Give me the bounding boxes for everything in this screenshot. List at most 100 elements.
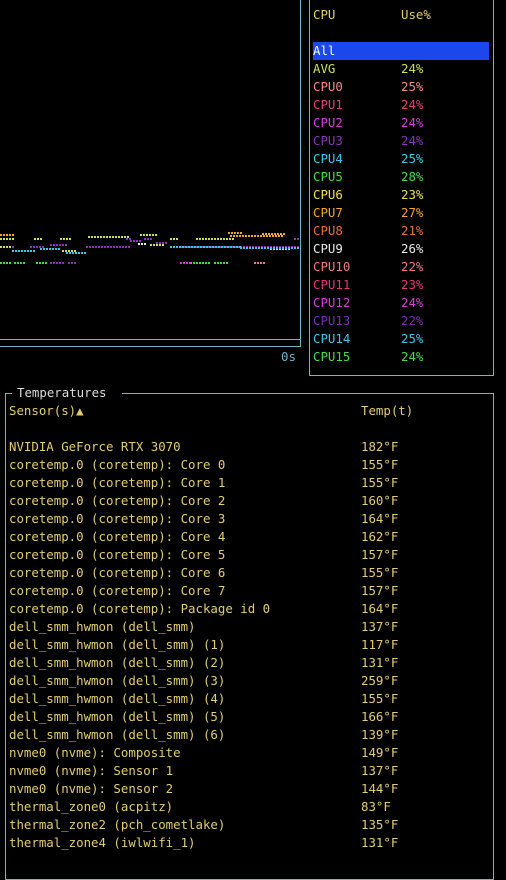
sensor-name: coretemp.0 (coretemp): Core 7 — [9, 583, 226, 598]
cpu-row[interactable]: CPU10 22% — [313, 258, 489, 276]
cpu-row[interactable]: CPU0 25% — [313, 78, 489, 96]
sensor-row[interactable]: coretemp.0 (coretemp): Core 2 160°F — [9, 492, 489, 510]
sensor-name: coretemp.0 (coretemp): Core 3 — [9, 511, 226, 526]
cpu-row[interactable]: CPU2 24% — [313, 114, 489, 132]
cpu-use-percent: 22% — [401, 313, 424, 328]
graph-dot — [9, 238, 11, 240]
sensor-row[interactable]: nvme0 (nvme): Sensor 2 144°F — [9, 780, 489, 798]
graph-dot — [12, 250, 14, 252]
graph-dot — [262, 233, 264, 235]
graph-dot — [72, 252, 74, 254]
sensor-row[interactable]: coretemp.0 (coretemp): Package id 0 164°F — [9, 600, 489, 618]
sensor-row[interactable]: coretemp.0 (coretemp): Core 0 155°F — [9, 456, 489, 474]
cpu-row[interactable]: CPU4 25% — [313, 150, 489, 168]
sensor-row[interactable]: dell_smm_hwmon (dell_smm) (3) 259°F — [9, 672, 489, 690]
cpu-row[interactable]: CPU3 24% — [313, 132, 489, 150]
cpu-row[interactable]: CPU6 23% — [313, 186, 489, 204]
graph-dot — [269, 235, 271, 237]
graph-dot — [60, 238, 62, 240]
graph-dot — [283, 233, 285, 235]
graph-dot — [125, 246, 127, 248]
graph-dot — [147, 238, 149, 240]
graph-dot — [89, 246, 91, 248]
graph-dot — [240, 247, 242, 249]
graph-dot — [214, 262, 216, 264]
cpu-row[interactable]: CPU11 23% — [313, 276, 489, 294]
graph-dot — [173, 238, 175, 240]
sensor-row[interactable]: nvme0 (nvme): Composite 149°F — [9, 744, 489, 762]
sensor-row[interactable]: dell_smm_hwmon (dell_smm) (4) 155°F — [9, 690, 489, 708]
graph-dot — [52, 248, 54, 250]
sensor-name: thermal_zone0 (acpitz) — [9, 799, 174, 814]
graph-dot — [6, 262, 8, 264]
cpu-row[interactable]: CPU1 24% — [313, 96, 489, 114]
cpu-use-percent: 24% — [401, 349, 424, 364]
cpu-name: CPU6 — [313, 187, 343, 202]
graph-dot — [236, 246, 238, 248]
sensor-temperature: 164°F — [361, 511, 399, 526]
cpu-use-percent: 24% — [401, 115, 424, 130]
graph-dot — [248, 235, 250, 237]
cpu-row[interactable]: CPU15 24% — [313, 348, 489, 366]
sensor-temperature: 162°F — [361, 529, 399, 544]
cpu-column-header[interactable]: CPU — [313, 7, 336, 22]
sensor-name: coretemp.0 (coretemp): Core 4 — [9, 529, 226, 544]
cpu-row-selected[interactable]: All — [313, 42, 489, 60]
sensor-row[interactable]: coretemp.0 (coretemp): Core 3 164°F — [9, 510, 489, 528]
graph-dot — [267, 247, 269, 249]
sensor-row[interactable]: dell_smm_hwmon (dell_smm) (2) 131°F — [9, 654, 489, 672]
sensor-row[interactable]: coretemp.0 (coretemp): Core 4 162°F — [9, 528, 489, 546]
sensor-column-header[interactable]: Sensor(s)▲ — [9, 403, 84, 418]
graph-dot — [234, 232, 236, 234]
sensor-row[interactable]: nvme0 (nvme): Sensor 1 137°F — [9, 762, 489, 780]
sensor-name: thermal_zone2 (pch_cometlake) — [9, 817, 226, 832]
graph-dot — [152, 234, 154, 236]
cpu-row[interactable]: CPU13 22% — [313, 312, 489, 330]
cpu-row[interactable]: CPU12 24% — [313, 294, 489, 312]
cpu-row[interactable]: CPU14 25% — [313, 330, 489, 348]
sensor-row[interactable]: coretemp.0 (coretemp): Core 7 157°F — [9, 582, 489, 600]
sensor-row[interactable]: dell_smm_hwmon (dell_smm) (5) 166°F — [9, 708, 489, 726]
graph-dot — [146, 234, 148, 236]
sensor-row[interactable]: coretemp.0 (coretemp): Core 5 157°F — [9, 546, 489, 564]
graph-dot — [260, 235, 262, 237]
graph-dot — [212, 246, 214, 248]
temp-column-header[interactable]: Temp(t) — [361, 403, 414, 418]
use-column-header[interactable]: Use% — [401, 7, 431, 22]
graph-dot — [276, 247, 278, 249]
graph-dot — [291, 247, 293, 249]
sensor-row[interactable]: coretemp.0 (coretemp): Core 6 155°F — [9, 564, 489, 582]
graph-dot — [69, 252, 71, 254]
graph-dot — [228, 232, 230, 234]
sensor-row[interactable]: thermal_zone4 (iwlwifi_1) 131°F — [9, 834, 489, 852]
graph-dot — [252, 247, 254, 249]
cpu-row[interactable]: CPU7 27% — [313, 204, 489, 222]
cpu-row[interactable]: CPU8 21% — [313, 222, 489, 240]
sensor-row[interactable]: coretemp.0 (coretemp): Core 1 155°F — [9, 474, 489, 492]
graph-dot — [53, 262, 55, 264]
sensor-row[interactable]: thermal_zone2 (pch_cometlake) 135°F — [9, 816, 489, 834]
sensor-row[interactable]: dell_smm_hwmon (dell_smm) (6) 139°F — [9, 726, 489, 744]
graph-dot — [30, 250, 32, 252]
cpu-row[interactable]: CPU9 26% — [313, 240, 489, 258]
graph-dot — [42, 262, 44, 264]
sensor-row[interactable]: thermal_zone0 (acpitz) 83°F — [9, 798, 489, 816]
sensor-row[interactable]: dell_smm_hwmon (dell_smm) (1) 117°F — [9, 636, 489, 654]
graph-dot — [272, 235, 274, 237]
temperatures-title: Temperatures — [17, 385, 107, 400]
sensor-name: coretemp.0 (coretemp): Core 1 — [9, 475, 226, 490]
sensor-row[interactable]: NVIDIA GeForce RTX 3070 182°F — [9, 438, 489, 456]
sensor-name: thermal_zone4 (iwlwifi_1) — [9, 835, 196, 850]
cpu-row[interactable]: AVG 24% — [313, 60, 489, 78]
cpu-name: CPU14 — [313, 331, 351, 346]
sensor-row[interactable]: dell_smm_hwmon (dell_smm) 137°F — [9, 618, 489, 636]
graph-dot — [202, 262, 204, 264]
graph-dot — [193, 262, 195, 264]
graph-dot — [121, 236, 123, 238]
cpu-row[interactable]: CPU5 28% — [313, 168, 489, 186]
sensor-name: dell_smm_hwmon (dell_smm) (1) — [9, 637, 226, 652]
graph-dot — [257, 235, 259, 237]
cpu-use-percent: 26% — [401, 241, 424, 256]
graph-dot — [81, 252, 83, 254]
